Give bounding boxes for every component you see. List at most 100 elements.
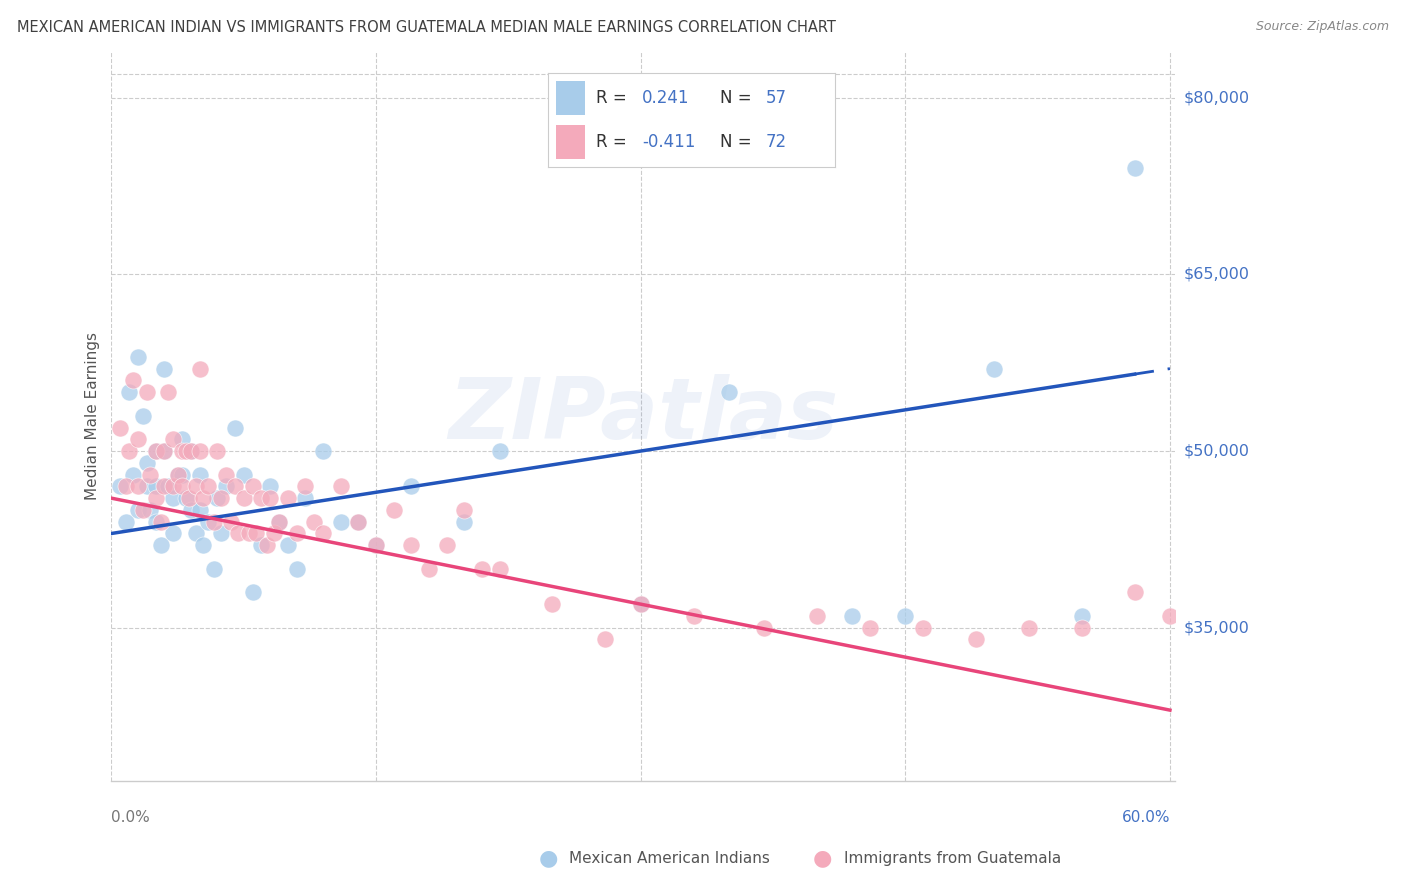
Point <box>188 503 211 517</box>
Text: 0.0%: 0.0% <box>111 810 150 825</box>
Point <box>127 432 149 446</box>
Point <box>145 515 167 529</box>
Point <box>242 585 264 599</box>
Point <box>256 538 278 552</box>
Point <box>191 538 214 552</box>
Point <box>207 444 229 458</box>
Point <box>174 491 197 505</box>
Point <box>202 562 225 576</box>
Point <box>294 479 316 493</box>
Point <box>232 467 254 482</box>
Point <box>347 515 370 529</box>
Point <box>488 562 510 576</box>
Y-axis label: Median Male Earnings: Median Male Earnings <box>86 332 100 500</box>
Point <box>259 479 281 493</box>
Point <box>180 444 202 458</box>
Point <box>118 444 141 458</box>
Point <box>250 538 273 552</box>
Point <box>209 526 232 541</box>
Point <box>167 467 190 482</box>
Point <box>221 515 243 529</box>
Text: ZIPatlas: ZIPatlas <box>449 375 838 458</box>
Point <box>983 361 1005 376</box>
Point <box>277 491 299 505</box>
Point <box>153 444 176 458</box>
Point <box>118 385 141 400</box>
Point <box>167 467 190 482</box>
Point <box>401 479 423 493</box>
Point <box>170 444 193 458</box>
Point <box>682 608 704 623</box>
Point <box>188 467 211 482</box>
Point <box>121 467 143 482</box>
Point <box>207 491 229 505</box>
Point <box>149 515 172 529</box>
Point <box>188 444 211 458</box>
Point <box>114 515 136 529</box>
Point <box>630 597 652 611</box>
Point <box>304 515 326 529</box>
Point <box>595 632 617 647</box>
Point <box>180 444 202 458</box>
Point <box>224 420 246 434</box>
Point <box>401 538 423 552</box>
Point <box>1159 608 1181 623</box>
Text: $65,000: $65,000 <box>1184 267 1250 282</box>
Point <box>127 350 149 364</box>
Text: MEXICAN AMERICAN INDIAN VS IMMIGRANTS FROM GUATEMALA MEDIAN MALE EARNINGS CORREL: MEXICAN AMERICAN INDIAN VS IMMIGRANTS FR… <box>17 20 835 35</box>
Point <box>170 467 193 482</box>
Point <box>156 385 179 400</box>
Point <box>232 491 254 505</box>
Text: ●: ● <box>813 848 832 868</box>
Point <box>135 456 157 470</box>
Point <box>145 479 167 493</box>
Point <box>132 409 155 423</box>
Point <box>294 491 316 505</box>
Point <box>145 491 167 505</box>
Point <box>153 361 176 376</box>
Point <box>162 491 184 505</box>
Text: Mexican American Indians: Mexican American Indians <box>569 851 770 865</box>
Point <box>114 479 136 493</box>
Point <box>127 503 149 517</box>
Point <box>242 479 264 493</box>
Point <box>188 361 211 376</box>
Point <box>312 526 335 541</box>
Point <box>162 526 184 541</box>
Point <box>110 420 132 434</box>
Point <box>488 444 510 458</box>
Point <box>285 562 308 576</box>
Point <box>364 538 387 552</box>
Point <box>145 444 167 458</box>
Point <box>209 491 232 505</box>
Point <box>259 491 281 505</box>
Point <box>156 479 179 493</box>
Point <box>267 515 290 529</box>
Point <box>453 515 475 529</box>
Point <box>418 562 440 576</box>
Point <box>224 479 246 493</box>
Point <box>149 538 172 552</box>
Point <box>215 467 238 482</box>
Point <box>180 503 202 517</box>
Point <box>202 515 225 529</box>
Point <box>364 538 387 552</box>
Point <box>153 444 176 458</box>
Point <box>312 444 335 458</box>
Point <box>184 479 207 493</box>
Text: ●: ● <box>538 848 558 868</box>
Point <box>285 526 308 541</box>
Point <box>436 538 458 552</box>
Text: Source: ZipAtlas.com: Source: ZipAtlas.com <box>1256 20 1389 33</box>
Point <box>717 385 740 400</box>
Point <box>238 526 260 541</box>
Point <box>267 515 290 529</box>
Point <box>806 608 828 623</box>
Point <box>139 467 162 482</box>
Point <box>859 621 882 635</box>
Point <box>1018 621 1040 635</box>
Text: $50,000: $50,000 <box>1184 443 1250 458</box>
Point <box>139 503 162 517</box>
Point <box>754 621 776 635</box>
Point <box>250 491 273 505</box>
